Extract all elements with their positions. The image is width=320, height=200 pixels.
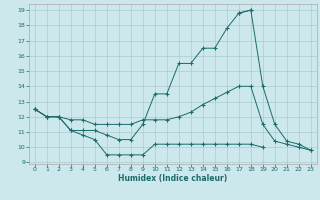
X-axis label: Humidex (Indice chaleur): Humidex (Indice chaleur): [118, 174, 228, 183]
